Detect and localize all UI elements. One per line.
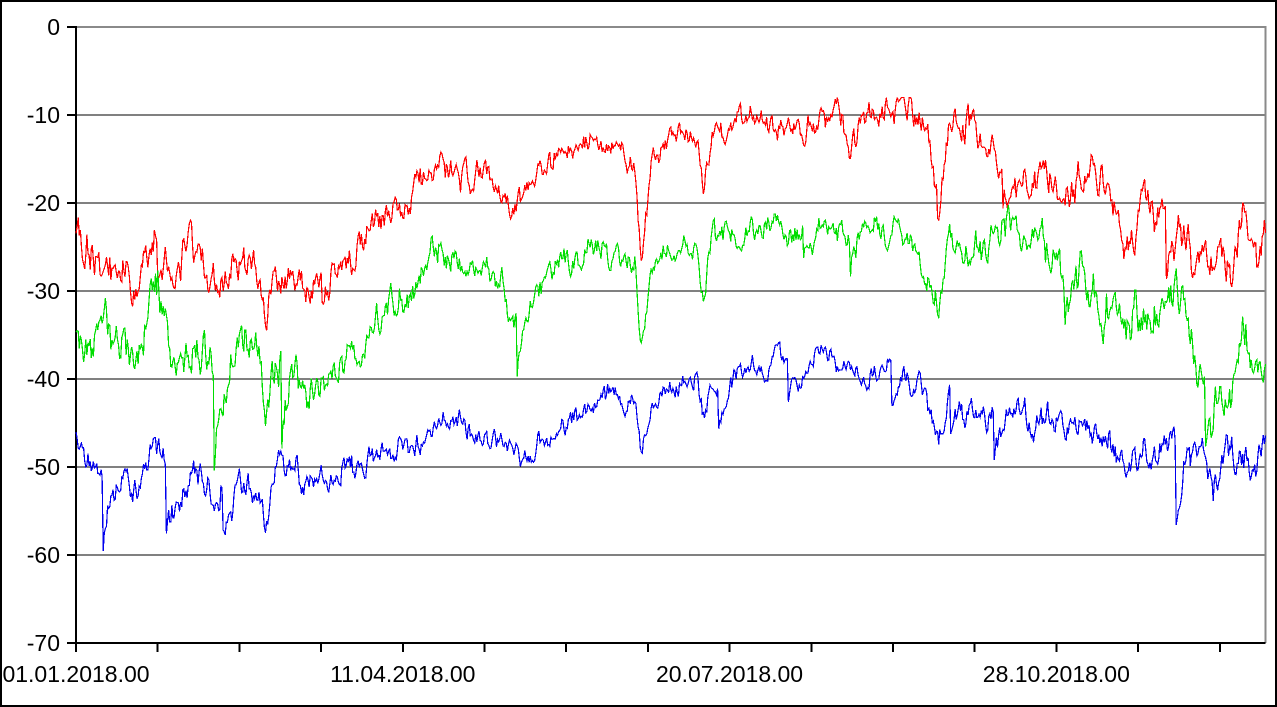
y-axis-tick-label: -50 <box>27 454 60 480</box>
gridlines <box>76 114 1266 556</box>
y-axis-tick-label: 0 <box>47 14 60 40</box>
y-axis-tick-label: -70 <box>27 630 60 656</box>
axis-ticks <box>67 26 1221 652</box>
y-axis-tick-label: -60 <box>27 542 60 568</box>
x-axis-tick-label: 20.07.2018.00 <box>656 661 803 687</box>
series-blue <box>75 341 1267 552</box>
y-axis-tick-label: -40 <box>27 366 60 392</box>
x-axis-labels: 01.01.2018.00 11.04.2018.00 20.07.2018.00 2… <box>2 661 1129 687</box>
series-red <box>75 96 1267 331</box>
x-axis-tick-label: 01.01.2018.00 <box>2 661 149 687</box>
y-axis-tick-label: -10 <box>27 102 60 128</box>
series-green <box>75 204 1267 471</box>
plot-border <box>76 26 1267 643</box>
x-axis-tick-label: 28.10.2018.00 <box>983 661 1130 687</box>
x-axis-tick-label: 11.04.2018.00 <box>330 661 475 687</box>
data-series <box>75 96 1267 552</box>
axes <box>75 26 1266 644</box>
y-axis-tick-label: -20 <box>27 190 60 216</box>
y-axis-labels: 0 -10 -20 -30 -40 -50 -60 -70 <box>27 14 60 656</box>
y-axis-tick-label: -30 <box>27 278 60 304</box>
